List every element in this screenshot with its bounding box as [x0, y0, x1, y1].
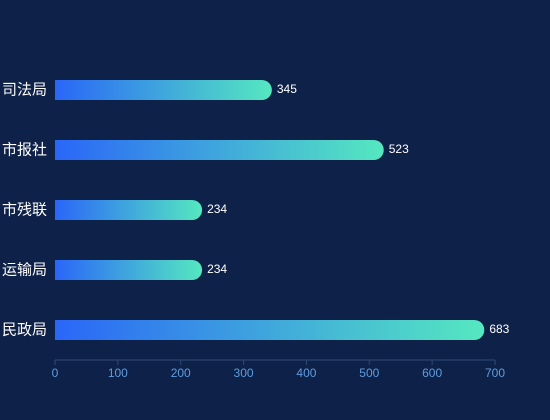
value-label: 523	[389, 142, 409, 156]
bar	[55, 320, 485, 340]
x-tick-label: 700	[485, 366, 505, 380]
bar	[55, 260, 203, 280]
category-label: 市残联	[2, 201, 47, 219]
value-label: 683	[489, 322, 509, 336]
value-label: 345	[277, 82, 297, 96]
x-tick-label: 100	[108, 366, 128, 380]
x-tick-label: 200	[171, 366, 191, 380]
x-tick-label: 0	[52, 366, 59, 380]
category-label: 运输局	[2, 261, 47, 279]
category-label: 民政局	[2, 321, 47, 339]
value-label: 234	[207, 202, 227, 216]
bar	[55, 200, 203, 220]
x-tick-label: 600	[422, 366, 442, 380]
value-label: 234	[207, 262, 227, 276]
bar	[55, 80, 272, 100]
x-tick-label: 500	[359, 366, 379, 380]
bar	[55, 140, 384, 160]
category-label: 市报社	[2, 141, 47, 159]
x-tick-label: 400	[296, 366, 316, 380]
category-label: 司法局	[2, 81, 47, 99]
x-tick-label: 300	[234, 366, 254, 380]
